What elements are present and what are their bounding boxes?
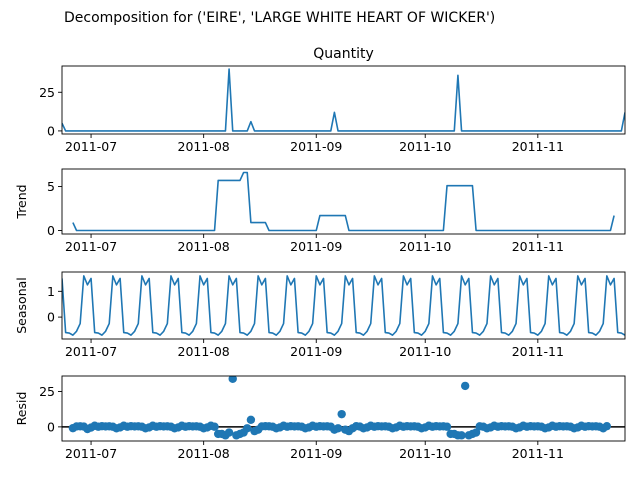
x-tick-label: 2011-10 [399,239,451,254]
resid-point [243,424,252,433]
panel-resid: 2011-07 2011-08 2011-09 2011-10 2011-11 0 25 Re… [14,375,626,461]
y-tick-label: 0 [47,310,55,325]
x-tick-label: 2011-11 [512,446,564,461]
resid-point [460,381,470,391]
resid-point [337,409,346,419]
y-axis-label: Seasonal [14,277,29,334]
series-line [62,275,625,336]
x-tick-label: 2011-10 [399,344,451,359]
y-tick-label: 5 [47,179,55,194]
figure-title: Decomposition for ('EIRE', 'LARGE WHITE … [64,10,495,26]
y-axis-label: Resid [14,392,29,426]
x-tick-label: 2011-07 [65,344,117,359]
x-tick-label: 2011-09 [290,139,342,154]
axes-frame [61,168,626,235]
axes-frame [61,65,626,135]
x-tick-label: 2011-09 [290,239,342,254]
y-tick-label: 25 [39,85,55,100]
resid-point [210,422,219,431]
resid-point [457,431,466,440]
axes-frame [61,375,626,442]
x-tick-label: 2011-11 [512,239,564,254]
panel-title: Quantity [313,46,374,62]
series-line [62,68,625,132]
x-tick-label: 2011-07 [65,239,117,254]
y-axis-label: Trend [14,184,29,219]
x-tick-label: 2011-08 [178,139,230,154]
plot-area [62,376,625,440]
panel-seasonal: 2011-07 2011-08 2011-09 2011-10 2011-11 0 1 Sea… [14,271,626,359]
x-tick-label: 2011-08 [178,239,230,254]
resid-point [471,428,481,437]
x-tick-label: 2011-11 [512,139,564,154]
x-tick-label: 2011-08 [178,446,230,461]
resid-point [228,376,237,384]
x-tick-label: 2011-11 [512,344,564,359]
panel-trend: 2011-07 2011-08 2011-09 2011-10 2011-11 0 5 Tre… [14,168,626,254]
y-tick-label: 0 [47,419,55,434]
plot-area [62,68,625,132]
plot-area [72,171,615,232]
panel-observed: Quantity 2011-07 2011-08 2011-09 2011-10 2011… [39,46,626,154]
y-tick-label: 0 [47,123,55,138]
resid-point [246,415,256,424]
plot-area [62,275,625,336]
x-tick-label: 2011-08 [178,344,230,359]
resid-point [333,424,343,433]
series-line [72,171,615,232]
x-tick-label: 2011-07 [65,446,117,461]
axes-frame [61,271,626,340]
x-tick-label: 2011-10 [399,446,451,461]
y-tick-label: 25 [39,384,55,399]
x-tick-label: 2011-07 [65,139,117,154]
y-tick-label: 1 [47,284,55,299]
x-tick-label: 2011-09 [290,344,342,359]
y-tick-label: 0 [47,223,55,238]
x-tick-label: 2011-09 [290,446,342,461]
x-tick-label: 2011-10 [399,139,451,154]
resid-point [602,421,612,431]
resid-point [224,428,234,437]
resid-point [442,422,452,431]
